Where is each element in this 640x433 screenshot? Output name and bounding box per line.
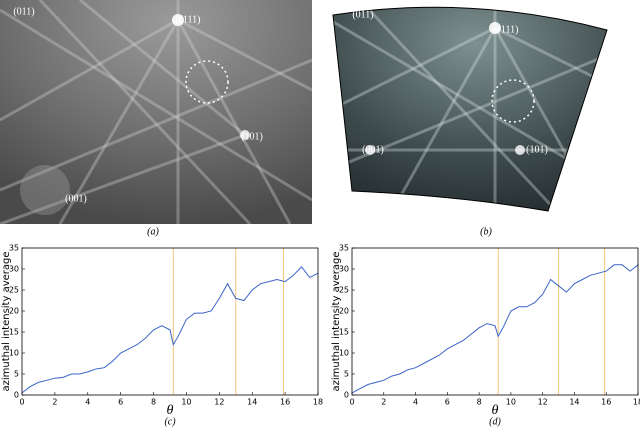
pattern-b-border — [332, 6, 608, 212]
y-axis-label: azimuthal intensity average — [1, 251, 12, 391]
y-tick-label: 30 — [339, 265, 349, 274]
x-tick-label: 18 — [313, 398, 323, 407]
x-tick-label: 6 — [118, 398, 123, 407]
y-tick-label: 30 — [9, 265, 19, 274]
x-tick-label: 4 — [413, 398, 418, 407]
y-tick-label: 10 — [339, 349, 349, 358]
x-axis-label: θ — [492, 403, 499, 418]
y-tick-label: 35 — [9, 244, 19, 253]
x-axis-label: θ — [167, 403, 174, 418]
y-tick-label: 25 — [339, 286, 349, 295]
caption: (b) — [480, 226, 492, 237]
x-tick-label: 10 — [506, 398, 516, 407]
y-axis-label: azimuthal intensity average — [331, 251, 342, 391]
pattern-label: (101) — [526, 144, 548, 155]
x-tick-label: 8 — [151, 398, 156, 407]
line — [21, 266, 319, 394]
x-tick-label: 14 — [569, 398, 579, 407]
y-tick-label: 15 — [339, 328, 349, 337]
x-tick-label: 4 — [85, 398, 90, 407]
pattern-label: (101) — [241, 131, 263, 142]
pattern-label: (001) — [65, 193, 87, 204]
y-tick-label: 5 — [344, 370, 349, 379]
y-tick-label: 25 — [9, 286, 19, 295]
y-tick-label: 0 — [344, 391, 349, 400]
x-tick-label: 16 — [601, 398, 611, 407]
y-tick-label: 15 — [9, 328, 19, 337]
y-tick-label: 0 — [14, 391, 19, 400]
x-tick-label: 16 — [280, 398, 290, 407]
caption: (d) — [489, 416, 501, 427]
pattern-label: (011) — [352, 9, 373, 20]
y-tick-label: 10 — [9, 349, 19, 358]
y-tick-label: 20 — [339, 307, 349, 316]
x-tick-label: 0 — [349, 398, 354, 407]
plot-frame — [351, 247, 639, 396]
pattern-a — [0, 0, 312, 224]
x-tick-label: 10 — [181, 398, 191, 407]
x-tick-label: 2 — [381, 398, 386, 407]
x-tick-label: 2 — [52, 398, 57, 407]
y-tick-label: 20 — [9, 307, 19, 316]
pattern-label: (111) — [498, 24, 519, 35]
plot-frame — [21, 247, 319, 396]
x-tick-label: 12 — [538, 398, 548, 407]
pattern-label: (001) — [362, 144, 384, 155]
pattern-label: (111) — [180, 14, 201, 25]
x-tick-label: 14 — [247, 398, 257, 407]
x-tick-label: 0 — [19, 398, 24, 407]
pattern-label: (011) — [13, 6, 34, 17]
x-tick-label: 8 — [477, 398, 482, 407]
caption: (c) — [164, 416, 176, 427]
y-tick-label: 35 — [339, 244, 349, 253]
y-tick-label: 5 — [14, 370, 19, 379]
x-tick-label: 18 — [633, 398, 640, 407]
x-tick-label: 6 — [445, 398, 450, 407]
caption: (a) — [147, 226, 159, 237]
line — [351, 264, 639, 394]
pattern-b — [333, 7, 607, 212]
x-tick-label: 12 — [214, 398, 224, 407]
